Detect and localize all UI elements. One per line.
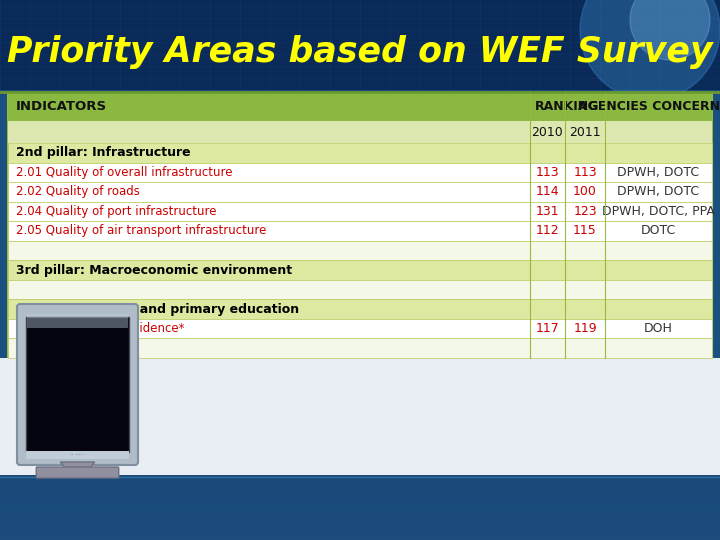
Text: 2.01 Quality of overall infrastructure: 2.01 Quality of overall infrastructure [16,166,233,179]
Text: 2nd pillar: Infrastructure: 2nd pillar: Infrastructure [16,146,191,159]
Text: Priority Areas based on WEF Survey: Priority Areas based on WEF Survey [7,35,713,69]
Text: 2.05 Quality of air transport infrastructure: 2.05 Quality of air transport infrastruc… [16,225,266,238]
Text: DOH: DOH [644,322,673,335]
Text: 4th pillar: Health and primary education: 4th pillar: Health and primary education [16,302,299,316]
Text: DPWH, DOTC: DPWH, DOTC [618,166,700,179]
Bar [0,503,720,507]
Text: 2.04 Quality of port infrastructure: 2.04 Quality of port infrastructure [16,205,217,218]
Bar [8,163,712,182]
Polygon shape [60,462,95,469]
Text: DPWH, DOTC, PPA: DPWH, DOTC, PPA [602,205,715,218]
Bar [0,515,720,519]
Bar [0,488,720,492]
Bar [8,299,712,319]
Text: 123: 123 [573,205,597,218]
Bar [8,241,712,260]
Bar [0,527,720,531]
FancyBboxPatch shape [36,467,119,478]
Bar [8,280,712,299]
Bar [0,518,720,522]
Bar [0,536,720,540]
Bar [26,317,129,452]
Bar [8,319,712,339]
Bar [0,491,720,495]
Bar [8,143,712,163]
Text: 100: 100 [573,185,597,198]
Bar [0,521,720,525]
Text: INDICATORS: INDICATORS [16,100,107,113]
Text: DOTC: DOTC [641,225,676,238]
Text: 119: 119 [573,322,597,335]
Bar [0,358,720,480]
Bar [0,506,720,510]
Bar [0,530,720,534]
Bar [0,512,720,516]
Text: 3rd pillar: Macroeconomic environment: 3rd pillar: Macroeconomic environment [16,264,292,276]
Bar [0,497,720,501]
Bar [8,260,712,280]
Text: 112: 112 [536,225,559,238]
Bar [8,93,712,358]
Text: 117: 117 [536,322,559,335]
Bar [0,533,720,537]
Bar [0,0,720,90]
Text: DPWH, DOTC: DPWH, DOTC [618,185,700,198]
Bar [0,494,720,498]
Bar [8,339,712,358]
Text: AGENCIES CONCERNED: AGENCIES CONCERNED [578,100,720,113]
Bar [0,524,720,528]
Bar [8,93,712,121]
Circle shape [580,0,720,100]
Bar [0,479,720,483]
Text: 114: 114 [536,185,559,198]
Text: 2.02 Quality of roads: 2.02 Quality of roads [16,185,140,198]
Bar [0,509,720,513]
Text: 115: 115 [573,225,597,238]
Bar [0,485,720,489]
FancyBboxPatch shape [27,314,128,328]
Circle shape [630,0,710,60]
Bar [8,221,712,241]
Text: 131: 131 [536,205,559,218]
FancyBboxPatch shape [17,304,138,465]
Text: 2011: 2011 [570,125,600,138]
Bar [8,201,712,221]
Bar [0,475,720,540]
Text: ·· ···· ·: ·· ···· · [70,453,86,457]
Text: 4.04 Tuberculosis incidence*: 4.04 Tuberculosis incidence* [16,322,184,335]
Bar [8,182,712,201]
Bar [26,451,129,459]
Bar [8,121,712,143]
Bar [0,500,720,504]
Text: RANKING: RANKING [535,100,600,113]
Bar [0,482,720,486]
Text: 2010: 2010 [531,125,563,138]
Text: 113: 113 [536,166,559,179]
Text: 113: 113 [573,166,597,179]
